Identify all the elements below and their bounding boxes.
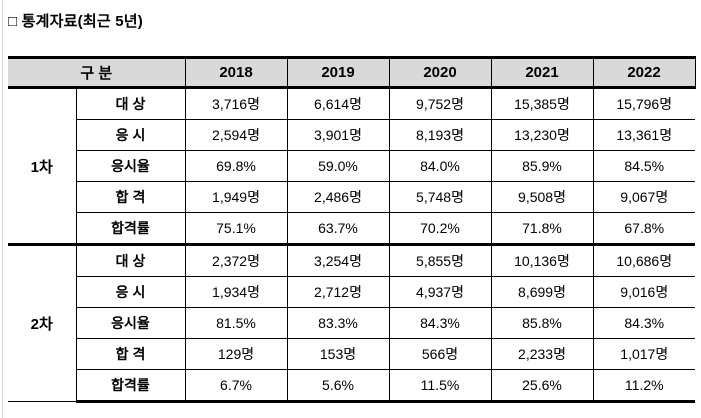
row-label: 합 격 <box>75 338 186 370</box>
statistics-table: 구 분 2018 2019 2020 2021 2022 1차 대 상 3,71… <box>8 56 696 403</box>
stat-value: 6.7% <box>184 369 288 403</box>
stat-value: 85.8% <box>490 307 594 339</box>
stat-value: 84.5% <box>592 150 695 182</box>
table-row: 응시율 81.5% 83.3% 84.3% 85.8% 84.3% <box>8 307 695 339</box>
stat-value: 5.6% <box>286 369 390 403</box>
stat-value: 566명 <box>388 338 492 370</box>
stat-value: 84.0% <box>388 150 492 182</box>
stat-value: 3,716명 <box>184 87 288 120</box>
stat-value: 13,361명 <box>592 119 695 151</box>
row-label: 대 상 <box>75 87 186 120</box>
stat-value: 1,934명 <box>184 276 288 308</box>
page-title: □ 통계자료(최근 5년) <box>8 13 143 30</box>
table-row: 합격률 75.1% 63.7% 70.2% 71.8% 67.8% <box>8 212 695 245</box>
stat-value: 59.0% <box>286 150 390 182</box>
stat-value: 2,372명 <box>184 243 288 277</box>
stat-value: 9,016명 <box>592 276 695 308</box>
stat-value: 85.9% <box>490 150 594 182</box>
page-edge-line <box>2 0 3 418</box>
stat-value: 6,614명 <box>286 87 390 120</box>
stat-value: 15,796명 <box>592 87 695 120</box>
table-row: 합 격 1,949명 2,486명 5,748명 9,508명 9,067명 <box>8 181 695 213</box>
stat-value: 9,752명 <box>388 87 492 120</box>
stat-value: 84.3% <box>592 307 695 339</box>
stat-value: 11.2% <box>592 369 695 403</box>
column-header-2020: 2020 <box>388 56 492 89</box>
group-label-round2: 2차 <box>8 243 77 402</box>
column-header-2022: 2022 <box>592 56 696 89</box>
stat-value: 63.7% <box>286 212 390 245</box>
row-label: 응시율 <box>75 150 186 182</box>
column-header-2018: 2018 <box>184 56 288 89</box>
stat-value: 153명 <box>286 338 390 370</box>
row-label: 대 상 <box>75 243 186 277</box>
row-label: 합격률 <box>75 369 186 403</box>
table-row: 응시율 69.8% 59.0% 84.0% 85.9% 84.5% <box>8 150 695 182</box>
stat-value: 2,712명 <box>286 276 390 308</box>
table-row: 응 시 2,594명 3,901명 8,193명 13,230명 13,361명 <box>8 119 695 151</box>
stat-value: 84.3% <box>388 307 492 339</box>
stat-value: 13,230명 <box>490 119 594 151</box>
row-label: 응시율 <box>75 307 186 339</box>
stat-value: 70.2% <box>388 212 492 245</box>
table-row: 1차 대 상 3,716명 6,614명 9,752명 15,385명 15,7… <box>8 87 695 245</box>
row-label: 합 격 <box>75 181 186 213</box>
stat-value: 71.8% <box>490 212 594 245</box>
stat-value: 2,233명 <box>490 338 594 370</box>
stat-value: 10,686명 <box>592 243 695 277</box>
stat-value: 15,385명 <box>490 87 594 120</box>
stat-value: 8,699명 <box>490 276 594 308</box>
stat-value: 67.8% <box>592 212 695 245</box>
stat-value: 1,017명 <box>592 338 695 370</box>
stat-value: 69.8% <box>184 150 288 182</box>
stat-value: 2,594명 <box>184 119 288 151</box>
stat-value: 3,901명 <box>286 119 390 151</box>
stat-value: 5,855명 <box>388 243 492 277</box>
stat-value: 9,067명 <box>592 181 695 213</box>
stat-value: 83.3% <box>286 307 390 339</box>
stat-value: 5,748명 <box>388 181 492 213</box>
row-label: 응 시 <box>75 276 186 308</box>
stat-value: 75.1% <box>184 212 288 245</box>
stat-value: 4,937명 <box>388 276 492 308</box>
column-header-2019: 2019 <box>286 56 390 89</box>
stat-value: 8,193명 <box>388 119 492 151</box>
stat-value: 9,508명 <box>490 181 594 213</box>
table-row: 합격률 6.7% 5.6% 11.5% 25.6% 11.2% <box>8 369 695 403</box>
group-label-round1: 1차 <box>8 87 77 245</box>
stat-value: 1,949명 <box>184 181 288 213</box>
column-header-category: 구 분 <box>8 56 186 89</box>
stat-value: 3,254명 <box>286 243 390 277</box>
stat-value: 10,136명 <box>490 243 594 277</box>
row-label: 응 시 <box>75 119 186 151</box>
stat-value: 11.5% <box>388 369 492 403</box>
header-row: 구 분 2018 2019 2020 2021 2022 <box>8 56 696 89</box>
stat-value: 129명 <box>184 338 288 370</box>
table-row: 응 시 1,934명 2,712명 4,937명 8,699명 9,016명 <box>8 276 695 308</box>
table-row: 2차 대 상 2,372명 3,254명 5,855명 10,136명 10,6… <box>8 243 695 402</box>
stat-value: 2,486명 <box>286 181 390 213</box>
table-row: 합 격 129명 153명 566명 2,233명 1,017명 <box>8 338 695 370</box>
stat-value: 81.5% <box>184 307 288 339</box>
row-label: 합격률 <box>75 212 186 245</box>
column-header-2021: 2021 <box>490 56 594 89</box>
stat-value: 25.6% <box>490 369 594 403</box>
